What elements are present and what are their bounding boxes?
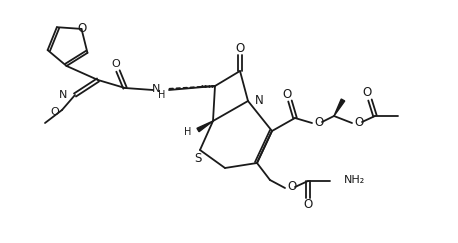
Text: N: N [255,94,264,106]
Text: O: O [235,42,245,54]
Text: O: O [314,115,324,129]
Polygon shape [334,99,345,116]
Text: O: O [283,87,292,101]
Text: N: N [59,90,67,100]
Text: H: H [158,90,166,100]
Text: O: O [303,199,313,211]
Text: N: N [152,84,160,94]
Text: O: O [287,181,297,193]
Text: NH₂: NH₂ [344,175,365,185]
Text: S: S [194,153,202,165]
Text: O: O [78,22,87,35]
Polygon shape [197,121,213,132]
Text: O: O [362,87,371,99]
Text: O: O [112,59,120,69]
Text: O: O [354,115,364,129]
Text: H: H [184,127,191,137]
Text: O: O [50,107,59,117]
